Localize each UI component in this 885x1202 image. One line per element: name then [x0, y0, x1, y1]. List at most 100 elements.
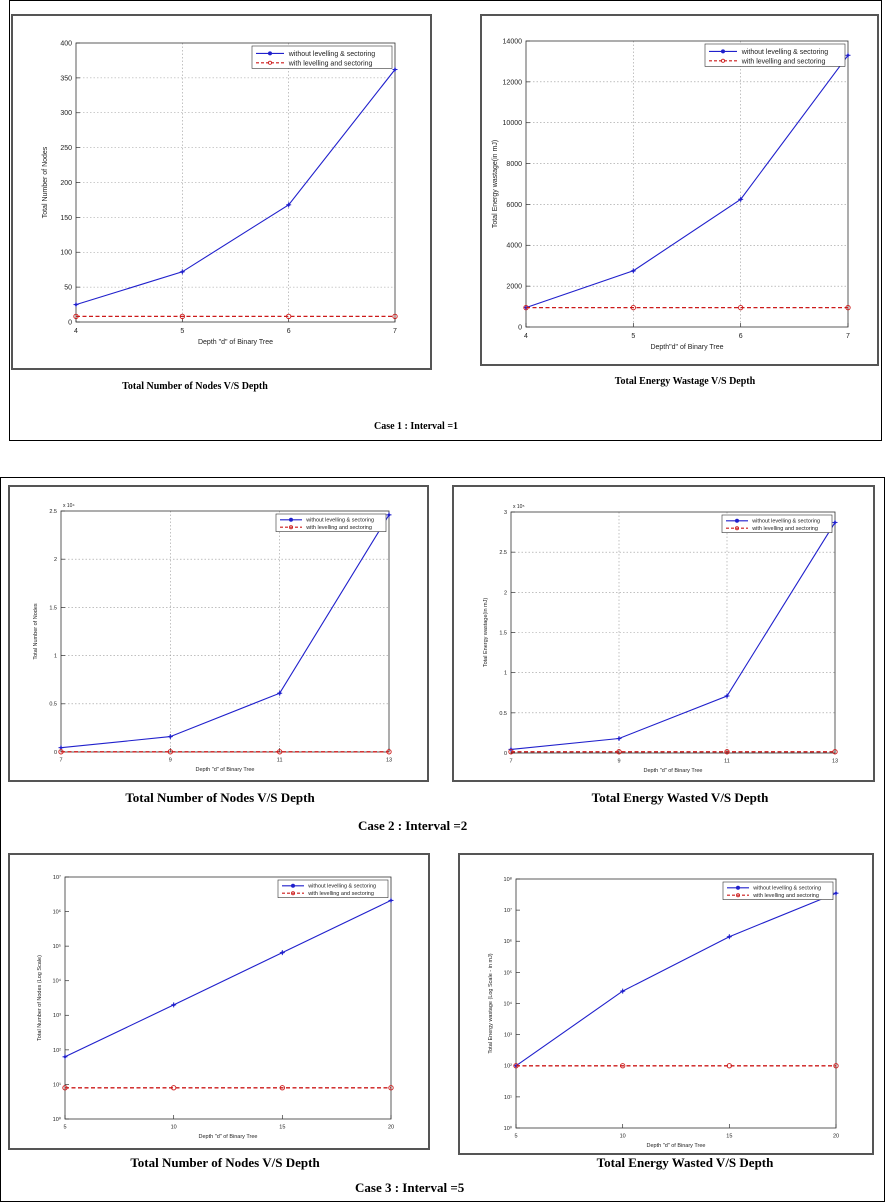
- x-tick-label-2: 11: [724, 759, 730, 765]
- legend-box: [251, 45, 393, 69]
- legend-marker-0: [720, 49, 725, 54]
- series-0-point-3: [392, 67, 398, 73]
- series-1-point-3: [845, 304, 851, 311]
- y-tick-label-8: 10⁸: [504, 876, 512, 883]
- y-tick-label-5: 10⁵: [53, 943, 61, 950]
- y-tick-label-2: 10²: [504, 1064, 512, 1070]
- y-tick-label-0: 0: [68, 319, 72, 326]
- y-tick-label-6: 10⁶: [504, 938, 512, 945]
- x-tick-label-3: 7: [846, 333, 850, 340]
- y-tick-label-0: 0: [504, 751, 507, 757]
- x-axis-label: Depth "d" of Binary Tree: [644, 768, 703, 774]
- y-axis-label: Total Number of Nodes: [33, 603, 39, 659]
- series-0-point-1: [630, 268, 636, 274]
- series-1-point-1: [167, 749, 173, 755]
- y-tick-label-1: 10¹: [53, 1082, 61, 1088]
- x-tick-label-3: 20: [388, 1125, 394, 1131]
- series-1-point-0: [523, 304, 529, 311]
- x-tick-label-2: 15: [279, 1125, 285, 1131]
- caption-c3b: Total Energy Wasted V/S Depth: [596, 1155, 774, 1170]
- legend-box: [277, 879, 389, 898]
- x-axis-label: Depth "d" of Binary Tree: [199, 1134, 258, 1140]
- chart-c1b: 0 2000 4000 6000 8000 10000 12000 14000 4 5 6 7 Dept…: [492, 38, 851, 351]
- y-tick-label-4: 2: [504, 590, 507, 596]
- y-tick-label-6: 12000: [503, 79, 523, 86]
- y-tick-label-4: 8000: [506, 161, 522, 168]
- y-tick-label-0: 0: [518, 324, 522, 331]
- series-0-point-2: [724, 693, 730, 699]
- caption-c1a: Total Number of Nodes V/S Depth: [122, 381, 268, 392]
- y-tick-label-3: 6000: [506, 202, 522, 209]
- x-tick-label-1: 9: [169, 758, 172, 764]
- chart-c1a: 0 50 100 150 200 250 300 350 400 4 5 6 7 Depth "d" of…: [42, 40, 398, 346]
- series-0-point-3: [388, 897, 394, 903]
- series-0-point-2: [738, 196, 744, 202]
- series-1-point-2: [277, 749, 283, 755]
- series-1-point-3: [832, 749, 838, 755]
- y-tick-label-1: 10¹: [504, 1095, 512, 1101]
- series-1-point-2: [726, 1063, 732, 1069]
- y-tick-label-5: 10⁵: [504, 969, 512, 976]
- x-tick-label-1: 10: [620, 1134, 626, 1140]
- legend-entry-1: with levelling and sectoring: [307, 891, 374, 897]
- y-tick-label-8: 400: [60, 40, 72, 47]
- series-1-point-2: [738, 304, 744, 311]
- x-tick-label-3: 13: [386, 758, 392, 764]
- legend-entry-1: with levelling and sectoring: [741, 58, 826, 65]
- legend-marker-1: [290, 891, 295, 896]
- series-0-point-1: [167, 734, 173, 740]
- series-0-point-1: [179, 269, 185, 275]
- legend-entry-0: without levelling & sectoring: [288, 51, 375, 58]
- y-tick-label-4: 2: [54, 557, 57, 563]
- y-axis-label: Total Number of Nodes: [42, 146, 49, 218]
- x-tick-label-1: 9: [617, 759, 620, 765]
- y-tick-label-0: 10⁰: [53, 1116, 62, 1123]
- y-tick-label-6: 300: [60, 110, 72, 117]
- case-3-label: Case 3 : Interval =5: [355, 1180, 465, 1195]
- caption-c3a: Total Number of Nodes V/S Depth: [130, 1155, 320, 1170]
- y-tick-label-5: 250: [60, 145, 72, 152]
- legend-entry-0: without levelling & sectoring: [307, 884, 376, 890]
- x-tick-label-3: 20: [833, 1134, 839, 1140]
- chart-panel-c2b: 0 0.5 1 1.5 2 2.5 3 7 9 11 13 x 10⁵ Depth "d" of Bin…: [452, 485, 875, 782]
- y-tick-label-5: 2.5: [499, 550, 507, 556]
- y-tick-label-2: 1: [54, 654, 57, 660]
- series-line-0: [510, 522, 836, 750]
- x-tick-label-2: 6: [739, 333, 743, 340]
- y-tick-label-7: 14000: [503, 38, 523, 45]
- y-tick-label-3: 10³: [504, 1033, 512, 1039]
- y-tick-label-7: 10⁷: [504, 907, 512, 914]
- y-tick-label-2: 1: [504, 671, 507, 677]
- series-0-point-1: [620, 988, 626, 994]
- chart-panel-c1b: 0 2000 4000 6000 8000 10000 12000 14000 4 5 6 7 Dept…: [480, 14, 879, 366]
- legend-marker-1: [735, 893, 740, 898]
- y-tick-label-3: 150: [60, 215, 72, 222]
- chart-panel-c1a: 0 50 100 150 200 250 300 350 400 4 5 6 7 Depth "d" of…: [11, 14, 432, 370]
- x-tick-label-0: 4: [524, 333, 528, 340]
- x-tick-label-0: 7: [59, 758, 62, 764]
- y-tick-label-2: 100: [60, 250, 72, 257]
- x-tick-label-0: 7: [509, 759, 512, 765]
- series-0-point-0: [62, 1054, 68, 1060]
- series-0-point-0: [73, 302, 79, 308]
- x-axis-label: Depth"d" of Binary Tree: [650, 344, 723, 351]
- x-tick-label-1: 5: [631, 333, 635, 340]
- plot-area-border: [60, 510, 390, 753]
- x-tick-label-1: 5: [180, 328, 184, 335]
- y-tick-label-5: 2.5: [49, 509, 57, 515]
- series-1-point-1: [616, 749, 622, 755]
- legend-entry-0: without levelling & sectoring: [305, 518, 374, 524]
- x-axis-label: Depth "d" of Binary Tree: [198, 339, 273, 346]
- legend-box: [721, 514, 833, 533]
- plot-area-border: [515, 878, 837, 1129]
- legend-entry-0: without levelling & sectoring: [741, 49, 828, 56]
- y-tick-label-1: 0.5: [49, 702, 57, 708]
- x-tick-label-2: 15: [726, 1134, 732, 1140]
- series-1-point-2: [279, 1085, 285, 1091]
- series-line-0: [525, 54, 849, 309]
- series-line-0: [515, 892, 837, 1067]
- legend-marker-0: [288, 517, 293, 522]
